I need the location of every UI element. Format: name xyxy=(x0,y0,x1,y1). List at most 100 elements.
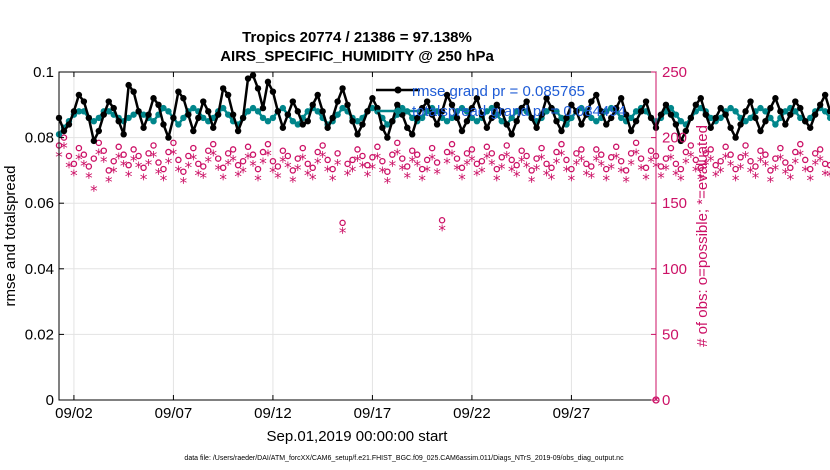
obs-possible-point xyxy=(145,150,152,157)
obs-possible-point xyxy=(578,146,585,153)
obs-evaluated-point: * xyxy=(433,165,441,183)
rmse-point xyxy=(483,124,491,131)
rmse-point xyxy=(354,131,361,138)
obs-possible-point xyxy=(513,161,520,169)
x-tick-label: 09/07 xyxy=(155,405,193,422)
obs-evaluated-point: * xyxy=(553,155,561,173)
obs-possible-point xyxy=(394,139,401,147)
obs-possible-point xyxy=(692,156,700,164)
obs-possible-point xyxy=(319,142,326,149)
y-axis-label: rmse and totalspread xyxy=(2,166,19,307)
rmse-point xyxy=(722,111,729,118)
rmse-point xyxy=(284,111,292,118)
data-file-note: data file: /Users/raeder/DAI/ATM_forcXX/… xyxy=(184,455,624,462)
obs-possible-point xyxy=(408,147,416,154)
obs-evaluated-point: * xyxy=(423,162,431,180)
obs-evaluated-point: * xyxy=(85,169,93,187)
obs-possible-point xyxy=(219,164,227,172)
obs-evaluated-point: * xyxy=(816,152,824,170)
rmse-point xyxy=(797,104,804,112)
rmse-point xyxy=(274,108,282,115)
rmse-point xyxy=(598,108,605,115)
rmse-point xyxy=(538,111,545,118)
x-axis-label: Sep.01,2019 00:00:00 start xyxy=(267,428,449,445)
rmse-point xyxy=(105,98,112,105)
totalspread-point xyxy=(498,118,505,125)
obs-evaluated-point: * xyxy=(792,155,800,173)
obs-evaluated-point: * xyxy=(205,153,213,171)
obs-evaluated-point: * xyxy=(334,156,342,174)
totalspread-point xyxy=(289,118,297,125)
obs-possible-point xyxy=(309,164,316,172)
totalspread-point xyxy=(95,114,103,122)
rmse-point xyxy=(80,98,88,105)
obs-evaluated-point: * xyxy=(578,152,586,170)
obs-possible-point xyxy=(75,144,83,152)
rmse-point xyxy=(812,111,819,118)
totalspread-point xyxy=(513,108,520,115)
rmse-point xyxy=(334,98,341,105)
rmse-point xyxy=(712,114,719,122)
obs-evaluated-point: * xyxy=(130,152,138,170)
obs-possible-point xyxy=(811,150,819,157)
obs-evaluated-point: * xyxy=(404,169,412,187)
obs-evaluated-point: * xyxy=(523,158,531,176)
obs-evaluated-point: * xyxy=(657,169,665,187)
rmse-point xyxy=(433,121,441,128)
obs-possible-point xyxy=(403,163,411,170)
obs-evaluated-point: * xyxy=(374,149,382,167)
rmse-point xyxy=(632,118,640,125)
obs-evaluated-point: * xyxy=(463,156,471,174)
obs-evaluated-point: * xyxy=(637,161,645,179)
totalspread-point xyxy=(627,114,635,122)
obs-evaluated-point: * xyxy=(603,172,611,190)
y2-tick-label: 150 xyxy=(662,195,687,212)
totalspread-point xyxy=(757,104,764,112)
totalspread-point xyxy=(767,114,774,122)
obs-possible-point xyxy=(468,146,476,153)
obs-possible-point xyxy=(667,144,675,152)
obs-possible-point xyxy=(418,165,426,173)
obs-possible-point xyxy=(364,161,371,169)
rmse-point xyxy=(110,104,117,112)
obs-possible-point xyxy=(767,167,774,174)
obs-possible-point xyxy=(165,148,172,156)
obs-possible-point xyxy=(324,156,331,164)
obs-possible-point xyxy=(637,155,645,162)
rmse-point xyxy=(314,91,321,99)
totalspread-point xyxy=(423,108,431,115)
y2-tick-label: 250 xyxy=(662,64,687,81)
obs-evaluated-point: * xyxy=(115,149,123,167)
obs-evaluated-point: * xyxy=(493,172,501,190)
rmse-point xyxy=(543,95,550,102)
obs-possible-point xyxy=(369,154,376,161)
obs-possible-point xyxy=(384,168,391,175)
obs-possible-point xyxy=(304,160,311,168)
rmse-point xyxy=(782,121,789,128)
obs-evaluated-point: * xyxy=(319,148,327,166)
rmse-point xyxy=(647,114,655,122)
rmse-point xyxy=(210,124,217,131)
obs-evaluated-point: * xyxy=(712,168,720,186)
obs-possible-point xyxy=(458,164,466,172)
obs-possible-point xyxy=(120,151,127,158)
rmse-point xyxy=(224,91,232,99)
rmse-point xyxy=(234,127,242,135)
y2-axis-ticks: 0 50 100 150 200 250 xyxy=(651,64,687,409)
obs-evaluated-point: * xyxy=(354,152,362,170)
rmse-point xyxy=(304,118,311,125)
obs-evaluated-point: * xyxy=(607,160,615,178)
obs-evaluated-point: * xyxy=(299,151,307,169)
totalspread-point xyxy=(125,114,132,122)
rmse-point xyxy=(513,118,520,125)
obs-evaluated-point: * xyxy=(617,164,625,182)
obs-possible-point xyxy=(662,155,670,162)
rmse-point xyxy=(369,95,376,102)
rmse-point xyxy=(488,114,496,122)
obs-evaluated-point: * xyxy=(558,147,566,165)
rmse-point xyxy=(573,108,580,115)
rmse-point xyxy=(742,108,749,115)
obs-possible-point xyxy=(483,143,491,151)
totalspread-point xyxy=(792,108,799,115)
